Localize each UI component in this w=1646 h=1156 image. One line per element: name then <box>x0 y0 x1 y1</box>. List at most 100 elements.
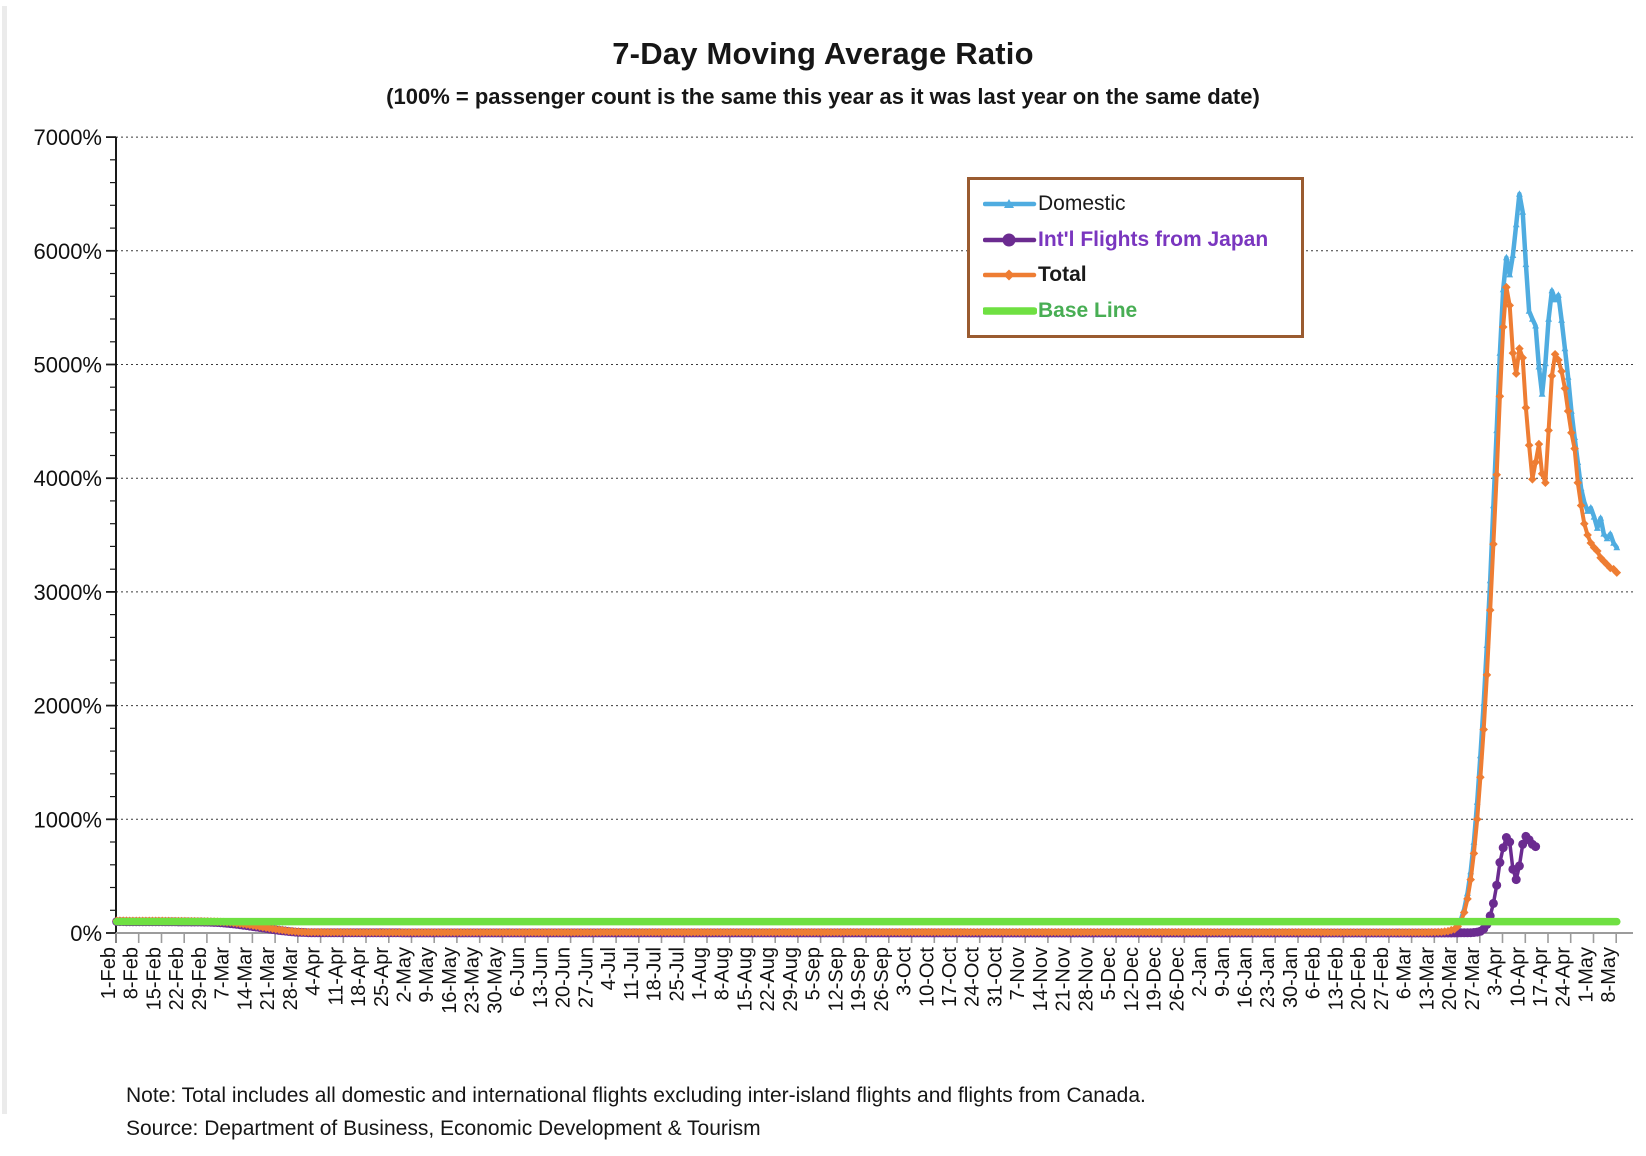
x-tick-label: 30-May <box>484 947 506 1014</box>
series-marker-total <box>1472 815 1482 824</box>
series-marker-total <box>1583 530 1592 540</box>
x-tick-label: 12-Sep <box>825 947 847 1012</box>
x-tick-label: 4-Apr <box>303 947 325 996</box>
x-tick-label: 8-May <box>1598 947 1620 1003</box>
x-tick-label: 9-May <box>416 947 438 1003</box>
y-tick-label: 0% <box>70 921 102 946</box>
x-tick-label: 13-Feb <box>1325 947 1347 1010</box>
x-tick-label: 9-Jan <box>1212 947 1234 997</box>
series-marker-domestic <box>1597 514 1604 521</box>
x-tick-label: 27-Jun <box>575 947 597 1008</box>
series-marker-int-l-flights-from-japan <box>1531 842 1541 852</box>
series-marker-domestic <box>1519 208 1527 215</box>
y-tick-label: 2000% <box>33 694 102 719</box>
note-text: Note: Total includes all domestic and in… <box>126 1084 1146 1107</box>
series-marker-domestic <box>1538 390 1546 397</box>
series-marker-total <box>1563 406 1573 416</box>
series-domestic <box>113 190 1621 936</box>
series-marker-total <box>1560 384 1570 393</box>
series-marker-total <box>1593 546 1602 556</box>
x-tick-label: 14-Mar <box>234 947 256 1011</box>
series-marker-int-l-flights-from-japan <box>1492 880 1502 890</box>
x-tick-label: 4-Jul <box>598 947 620 990</box>
series-marker-total <box>1495 392 1505 401</box>
legend-item-total[interactable]: Total <box>983 259 1295 291</box>
series-marker-domestic <box>1606 530 1614 537</box>
x-tick-label: 11-Apr <box>325 947 347 1006</box>
x-tick-label: 18-Apr <box>348 947 370 1007</box>
series-marker-int-l-flights-from-japan <box>1488 898 1498 908</box>
series-marker-total <box>1511 369 1521 378</box>
x-tick-label: 1-Feb <box>98 947 120 999</box>
x-tick-label: 24-Oct <box>962 947 984 1007</box>
series-marker-total <box>1466 875 1475 884</box>
x-tick-label: 27-Feb <box>1371 947 1393 1010</box>
x-tick-label: 6-Jun <box>507 947 529 997</box>
x-tick-label: 23-Jan <box>1257 947 1279 1008</box>
x-tick-label: 20-Mar <box>1439 947 1461 1011</box>
x-tick-label: 19-Sep <box>848 947 870 1012</box>
x-tick-label: 24-Apr <box>1553 947 1575 1007</box>
series-marker-total <box>1485 605 1495 615</box>
x-tick-label: 1-Aug <box>689 947 711 1000</box>
x-tick-label: 6-Feb <box>1303 947 1325 999</box>
series-marker-domestic <box>1548 286 1556 294</box>
series-marker-total <box>1489 539 1498 549</box>
series-marker-domestic <box>1545 315 1552 322</box>
x-tick-label: 10-Apr <box>1507 947 1529 1007</box>
series-marker-total <box>1505 301 1514 310</box>
series-marker-total <box>1554 355 1563 365</box>
series-marker-domestic <box>1522 260 1530 268</box>
series-marker-domestic <box>1610 539 1617 546</box>
series-marker-total <box>1531 458 1540 467</box>
legend-item-base-line[interactable]: Base Line <box>983 295 1295 327</box>
series-marker-total <box>1515 344 1524 353</box>
x-tick-label: 10-Oct <box>916 947 938 1007</box>
series-marker-int-l-flights-from-japan <box>1495 858 1505 867</box>
x-tick-label: 20-Feb <box>1348 947 1370 1010</box>
x-tick-label: 29-Aug <box>780 947 802 1012</box>
x-tick-label: 2-May <box>394 947 416 1003</box>
series-marker-total <box>1576 501 1586 510</box>
x-tick-label: 17-Oct <box>939 947 961 1007</box>
series-marker-total <box>1518 353 1527 362</box>
series-marker-domestic <box>1584 507 1591 514</box>
y-tick-label: 5000% <box>33 353 102 378</box>
x-tick-label: 5-Dec <box>1098 947 1120 1000</box>
series-marker-domestic <box>1512 220 1520 228</box>
x-tick-label: 8-Aug <box>712 947 734 1000</box>
series-marker-total <box>1550 350 1560 359</box>
x-tick-label: 8-Feb <box>121 947 143 999</box>
x-tick-label: 30-Jan <box>1280 947 1302 1008</box>
series-marker-domestic <box>1509 251 1517 258</box>
x-tick-label: 14-Nov <box>1030 947 1052 1011</box>
legend-label-domestic: Domestic <box>1038 192 1126 215</box>
series-marker-int-l-flights-from-japan <box>1505 837 1515 847</box>
series-marker-domestic <box>1558 316 1565 323</box>
series-marker-total <box>1521 403 1531 412</box>
x-tick-label: 26-Dec <box>1166 947 1188 1011</box>
series-marker-domestic <box>1603 534 1611 542</box>
series-marker-int-l-flights-from-japan <box>1518 839 1528 849</box>
series-marker-domestic <box>1503 253 1510 261</box>
series-marker-total <box>1528 475 1537 484</box>
x-tick-label: 2-Jan <box>1189 947 1211 997</box>
legend-swatch-intl-japan <box>983 233 1037 247</box>
series-marker-int-l-flights-from-japan <box>1511 875 1521 885</box>
series-marker-domestic <box>1532 322 1539 329</box>
series-marker-total <box>1479 725 1488 734</box>
legend-item-domestic[interactable]: Domestic <box>983 188 1295 220</box>
x-tick-label: 25-Jul <box>666 947 688 1001</box>
legend-marker <box>1003 269 1015 281</box>
series-marker-total <box>1476 772 1485 782</box>
x-tick-label: 3-Apr <box>1485 947 1507 996</box>
y-tick-label: 3000% <box>33 580 102 605</box>
series-marker-domestic <box>1600 530 1608 537</box>
legend-swatch-domestic <box>983 199 1037 208</box>
legend-marker <box>1004 199 1014 208</box>
series-marker-total <box>1534 439 1544 449</box>
legend-item-intl-japan[interactable]: Int'l Flights from Japan <box>983 224 1295 256</box>
series-marker-domestic <box>1590 513 1598 520</box>
legend-swatch-total <box>983 269 1037 281</box>
legend-swatch-base-line <box>983 307 1037 315</box>
